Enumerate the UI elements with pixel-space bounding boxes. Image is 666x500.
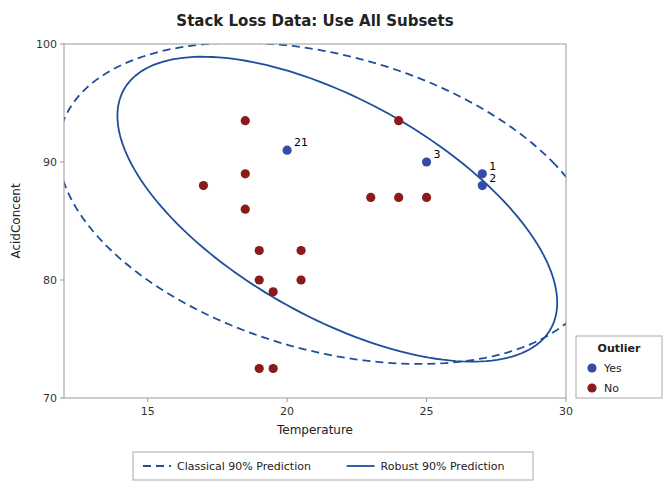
ellipse-legend: Classical 90% Prediction Robust 90% Predi…: [133, 452, 533, 480]
legend-box: [576, 336, 662, 398]
point: [478, 169, 487, 178]
point: [478, 181, 487, 190]
x-tick: [287, 398, 288, 402]
title: Stack Loss Data: Use All Subsets: [176, 12, 453, 30]
y-tick-label: 80: [43, 274, 57, 287]
legend-line: [143, 465, 171, 467]
point: [269, 287, 278, 296]
point: [241, 169, 250, 178]
chart: Stack Loss Data: Use All Subsets21312152…: [0, 0, 666, 500]
point-label: 2: [489, 172, 496, 185]
x-tick: [426, 398, 427, 402]
point: [241, 205, 250, 214]
x-axis-label: Temperature: [276, 423, 353, 437]
legend-entry: Classical 90% Prediction: [177, 460, 311, 473]
prediction-ellipse: [117, 57, 557, 362]
prediction-ellipse: [64, 44, 566, 364]
legend-entry: No: [604, 382, 619, 395]
x-tick: [147, 398, 148, 402]
point: [255, 275, 264, 284]
point-label: 3: [434, 148, 441, 161]
point: [269, 364, 278, 373]
point: [296, 246, 305, 255]
legend-title: Outlier: [598, 342, 641, 355]
point: [241, 116, 250, 125]
y-tick-label: 70: [43, 392, 57, 405]
point: [394, 193, 403, 202]
legend-swatch: [587, 363, 596, 372]
y-tick: [60, 398, 64, 399]
plot-area: [64, 44, 566, 373]
x-tick: [566, 398, 567, 402]
y-tick-label: 100: [36, 38, 57, 51]
x-tick-label: 15: [141, 405, 155, 418]
y-tick: [60, 44, 64, 45]
legend-swatch: [587, 383, 596, 392]
y-tick-label: 90: [43, 156, 57, 169]
legend-entry: Robust 90% Prediction: [381, 460, 505, 473]
point: [422, 193, 431, 202]
legend-line: [347, 465, 375, 467]
point: [422, 157, 431, 166]
point: [255, 246, 264, 255]
point: [296, 275, 305, 284]
ellipse-legend-box: [133, 452, 533, 480]
point: [255, 364, 264, 373]
y-tick: [60, 280, 64, 281]
background: [0, 0, 666, 500]
y-axis-label: AcidConcent: [9, 183, 23, 258]
point: [199, 181, 208, 190]
y-tick: [60, 162, 64, 163]
plot-frame: [64, 44, 566, 398]
x-tick-label: 20: [280, 405, 294, 418]
legend-entry: Yes: [603, 362, 622, 375]
point-label: 21: [294, 136, 308, 149]
point: [366, 193, 375, 202]
legend: Outlier Yes No: [576, 336, 662, 398]
point: [394, 116, 403, 125]
point: [283, 146, 292, 155]
x-tick-label: 25: [420, 405, 434, 418]
x-tick-label: 30: [559, 405, 573, 418]
